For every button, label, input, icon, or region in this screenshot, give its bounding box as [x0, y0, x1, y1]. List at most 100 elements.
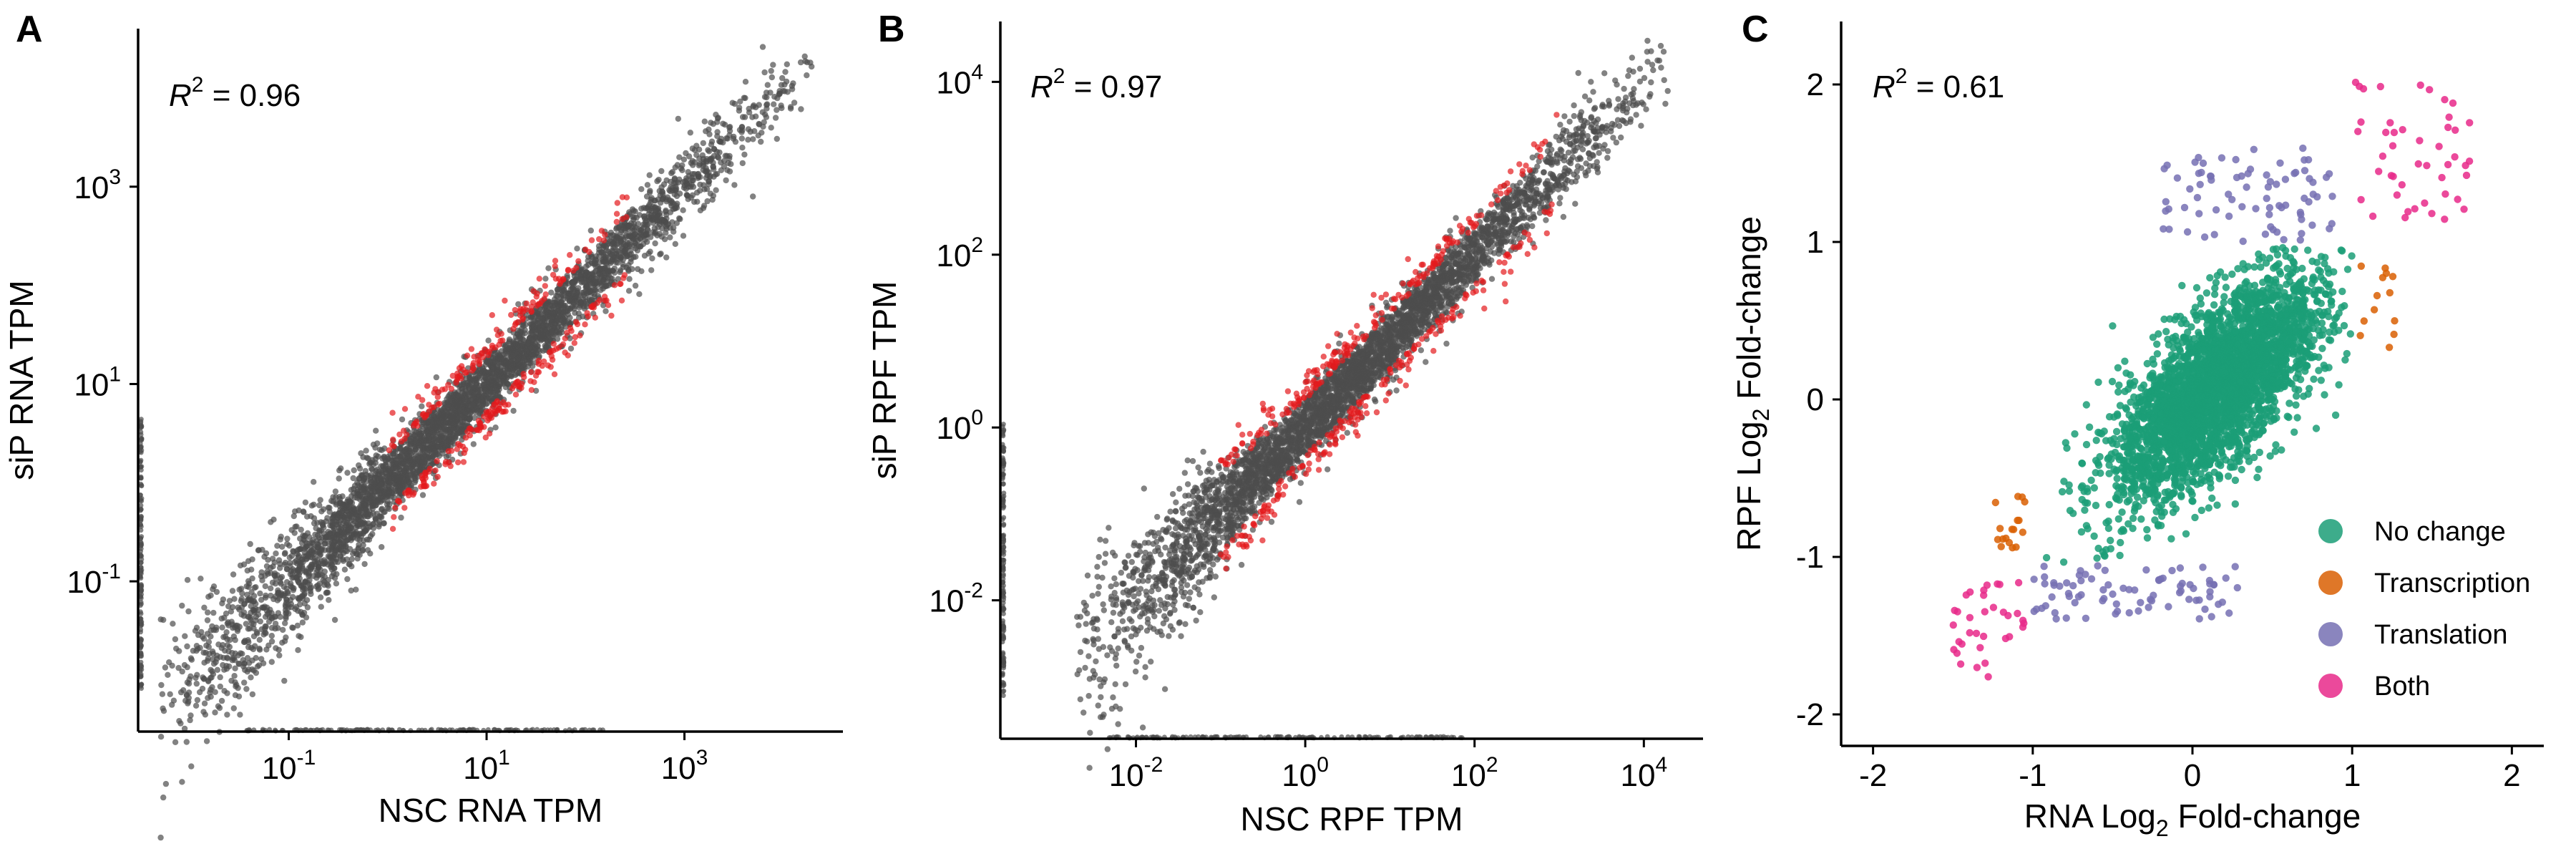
data-point	[373, 497, 379, 504]
data-point-highlight	[548, 353, 555, 359]
data-point	[658, 168, 665, 175]
data-point	[433, 374, 439, 381]
data-point	[550, 310, 556, 317]
tick-base: 10	[74, 367, 109, 402]
data-point-highlight	[502, 297, 508, 304]
data-point	[353, 586, 359, 593]
data-point	[771, 94, 778, 100]
data-point	[272, 581, 279, 587]
data-point	[350, 475, 356, 482]
data-point	[316, 527, 323, 533]
data-point	[656, 188, 663, 194]
data-point-highlight	[445, 448, 452, 455]
data-point-highlight	[468, 346, 475, 352]
data-point	[273, 550, 279, 557]
data-point	[667, 234, 673, 241]
data-point-highlight	[512, 306, 518, 314]
data-point	[661, 236, 668, 243]
data-point	[726, 168, 733, 175]
data-point	[542, 314, 548, 321]
data-point	[707, 190, 714, 197]
y-tick-label: 10-1	[67, 560, 121, 600]
data-point	[1644, 37, 1651, 44]
data-point	[679, 167, 686, 173]
data-point	[571, 273, 577, 279]
data-point	[325, 534, 332, 540]
data-point	[527, 357, 534, 364]
data-point	[318, 519, 324, 525]
tick-base: 10	[262, 751, 297, 786]
data-point-highlight	[509, 385, 516, 392]
data-point	[331, 575, 338, 581]
data-point	[281, 677, 288, 684]
data-point	[648, 267, 655, 273]
data-point	[294, 622, 301, 629]
data-point	[212, 689, 218, 695]
data-point	[190, 647, 197, 654]
data-point-highlight	[528, 369, 535, 376]
data-point-highlight	[431, 480, 437, 487]
data-point	[139, 587, 145, 593]
data-point-highlight	[590, 304, 597, 311]
data-point	[1621, 85, 1627, 92]
data-point-highlight	[502, 408, 509, 414]
data-point	[1206, 460, 1214, 467]
data-point	[344, 576, 351, 583]
data-point	[710, 164, 716, 170]
data-point	[406, 479, 413, 485]
data-point-highlight	[618, 281, 624, 287]
data-point	[303, 586, 309, 592]
data-point	[602, 254, 610, 261]
data-point	[540, 322, 547, 329]
data-point-highlight	[539, 298, 545, 304]
data-point	[250, 667, 257, 674]
data-point	[209, 623, 215, 630]
data-point	[158, 681, 165, 689]
data-point	[689, 171, 696, 178]
data-point	[520, 354, 527, 361]
data-point	[371, 480, 378, 487]
data-point	[1654, 57, 1661, 64]
scatter-points	[137, 44, 815, 841]
data-point	[572, 303, 579, 309]
data-point-highlight	[492, 344, 499, 351]
data-point	[613, 250, 620, 257]
data-point-highlight	[596, 236, 602, 243]
data-point	[205, 609, 211, 616]
r2-superscript: 2	[192, 73, 204, 97]
data-point-highlight	[456, 365, 463, 372]
data-point	[286, 554, 293, 560]
data-point	[547, 316, 554, 324]
data-point	[444, 409, 450, 415]
data-point	[216, 704, 223, 712]
data-point	[280, 583, 288, 591]
data-point-highlight	[623, 194, 630, 200]
data-point	[173, 645, 180, 652]
data-point	[807, 59, 814, 66]
data-point	[1141, 485, 1148, 492]
data-point	[574, 289, 580, 296]
data-point	[1181, 470, 1189, 476]
data-point	[169, 662, 175, 669]
data-point	[492, 389, 499, 396]
data-point	[626, 276, 633, 282]
data-point	[623, 253, 630, 260]
data-point-highlight	[486, 430, 493, 437]
data-point-highlight	[454, 374, 462, 381]
data-point	[172, 636, 179, 643]
data-point	[762, 111, 769, 117]
data-point	[647, 188, 653, 194]
data-point	[707, 157, 713, 165]
data-point	[532, 387, 540, 394]
data-point	[699, 152, 706, 159]
data-point	[768, 67, 774, 74]
data-point	[232, 636, 238, 644]
data-point	[265, 571, 271, 577]
data-point	[370, 510, 376, 517]
data-point	[366, 460, 373, 467]
data-point	[273, 645, 279, 651]
data-point-highlight	[389, 525, 396, 532]
data-point	[194, 697, 201, 704]
data-point	[622, 247, 629, 253]
data-point	[499, 372, 505, 379]
